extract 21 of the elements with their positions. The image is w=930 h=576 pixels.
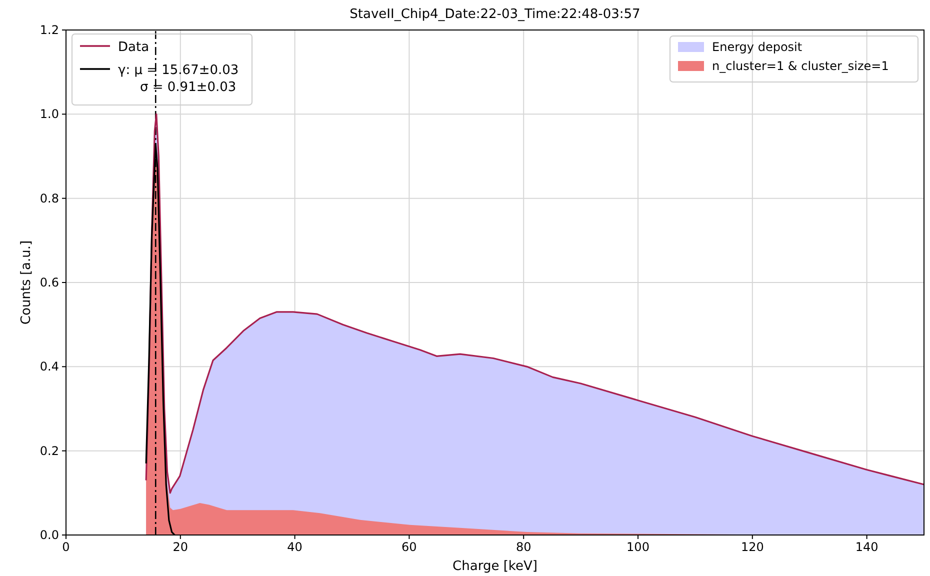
x-tick-label: 20 bbox=[172, 540, 188, 554]
x-tick-label: 80 bbox=[516, 540, 532, 554]
x-axis-title: Charge [keV] bbox=[452, 559, 538, 574]
y-tick-label: 1.2 bbox=[40, 23, 59, 37]
legend-label: Data bbox=[118, 40, 150, 55]
x-tick-label: 40 bbox=[287, 540, 302, 554]
y-tick-label: 0.2 bbox=[40, 444, 59, 458]
x-tick-label: 120 bbox=[740, 540, 764, 554]
y-tick-label: 0.6 bbox=[40, 276, 59, 290]
legend-label: Energy deposit bbox=[712, 40, 802, 54]
y-tick-label: 0.4 bbox=[40, 360, 59, 374]
legend-label: n_cluster=1 & cluster_size=1 bbox=[712, 59, 889, 73]
x-tick-label: 100 bbox=[626, 540, 650, 554]
y-tick-label: 0.0 bbox=[40, 528, 59, 542]
x-tick-label: 60 bbox=[402, 540, 417, 554]
x-tick-label: 0 bbox=[62, 540, 70, 554]
y-axis-title: Counts [a.u.] bbox=[19, 240, 34, 325]
y-tick-label: 0.8 bbox=[40, 191, 59, 206]
y-tick-label: 1.0 bbox=[40, 107, 59, 122]
x-tick-label: 140 bbox=[855, 540, 878, 554]
chart-title: StaveII_Chip4_Date:22-03_Time:22:48-03:57 bbox=[350, 7, 640, 22]
